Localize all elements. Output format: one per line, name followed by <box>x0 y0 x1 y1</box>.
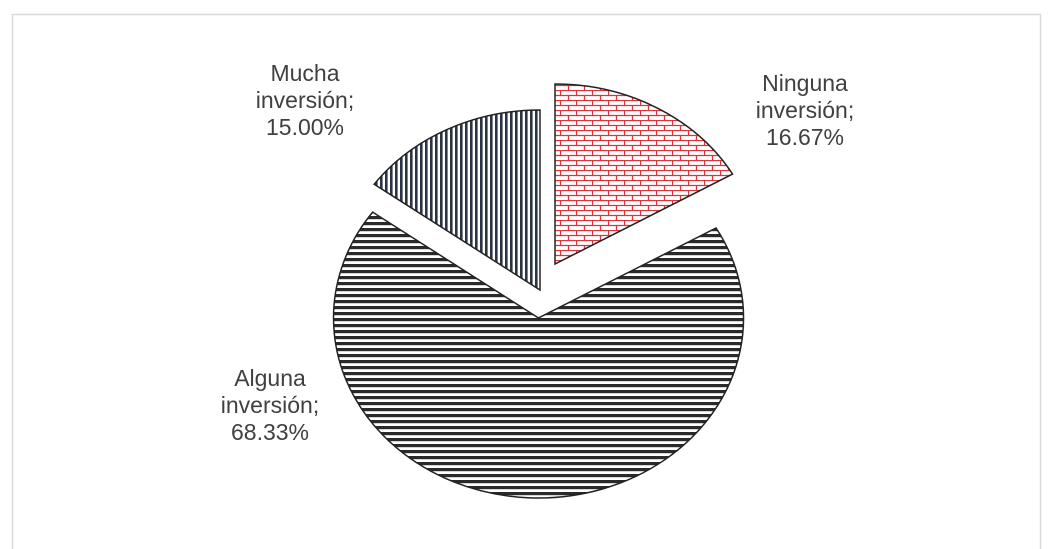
value-label: 16.67% <box>765 124 844 150</box>
chart-frame <box>11 13 1042 549</box>
pie-slice <box>332 211 745 499</box>
value-label: 68.33% <box>230 419 309 445</box>
category-label: Alguna inversión; <box>220 365 320 418</box>
slice-label: Ninguna inversión; 16.67% <box>730 70 880 151</box>
category-label: Mucha inversión; <box>255 60 355 113</box>
pie-slice <box>554 83 734 266</box>
slice-label: Mucha inversión; 15.00% <box>230 60 380 141</box>
pie-slice <box>373 109 541 292</box>
category-label: Ninguna inversión; <box>755 70 855 123</box>
value-label: 15.00% <box>265 114 344 140</box>
slice-label: Alguna inversión; 68.33% <box>195 365 345 446</box>
